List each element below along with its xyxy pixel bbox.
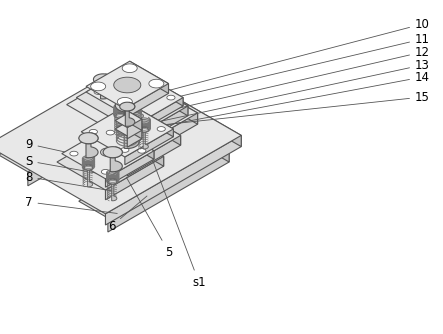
Polygon shape <box>130 67 183 106</box>
Polygon shape <box>135 114 144 118</box>
Polygon shape <box>130 104 173 137</box>
Polygon shape <box>115 98 139 112</box>
Polygon shape <box>105 156 163 200</box>
Polygon shape <box>114 77 141 93</box>
Polygon shape <box>200 131 229 162</box>
Polygon shape <box>127 135 181 176</box>
Polygon shape <box>105 151 154 187</box>
Polygon shape <box>140 98 183 131</box>
Polygon shape <box>115 128 163 166</box>
Polygon shape <box>57 128 163 190</box>
Polygon shape <box>79 108 181 166</box>
Polygon shape <box>79 131 229 218</box>
Text: 14: 14 <box>137 70 430 131</box>
Polygon shape <box>149 79 164 88</box>
Text: 12: 12 <box>130 45 430 119</box>
Polygon shape <box>0 67 241 214</box>
Polygon shape <box>115 121 142 136</box>
Polygon shape <box>140 113 198 158</box>
Polygon shape <box>124 99 139 149</box>
Polygon shape <box>76 69 188 134</box>
Polygon shape <box>125 71 198 124</box>
Polygon shape <box>86 133 98 158</box>
Polygon shape <box>106 130 114 135</box>
Polygon shape <box>120 85 149 116</box>
Polygon shape <box>81 104 173 157</box>
Polygon shape <box>101 148 115 156</box>
Polygon shape <box>110 147 122 172</box>
Polygon shape <box>84 165 93 170</box>
Polygon shape <box>117 98 132 106</box>
Text: 7: 7 <box>25 195 117 213</box>
Polygon shape <box>86 67 183 123</box>
Polygon shape <box>130 112 142 130</box>
Polygon shape <box>101 74 113 99</box>
Polygon shape <box>79 133 98 144</box>
Polygon shape <box>125 84 168 119</box>
Polygon shape <box>115 112 142 128</box>
Polygon shape <box>87 165 93 187</box>
Polygon shape <box>127 91 142 99</box>
Polygon shape <box>110 126 154 159</box>
Polygon shape <box>0 85 149 172</box>
Polygon shape <box>126 71 134 76</box>
Polygon shape <box>120 102 135 111</box>
Polygon shape <box>130 121 142 139</box>
Polygon shape <box>66 71 198 147</box>
Polygon shape <box>127 128 142 147</box>
Polygon shape <box>143 128 148 149</box>
Text: 15: 15 <box>132 91 430 128</box>
Text: S: S <box>25 155 110 175</box>
Polygon shape <box>91 82 106 91</box>
Polygon shape <box>112 179 117 201</box>
Polygon shape <box>138 148 146 153</box>
Polygon shape <box>118 88 137 99</box>
Polygon shape <box>125 88 137 113</box>
Polygon shape <box>132 91 142 120</box>
Text: 5: 5 <box>126 177 172 259</box>
Polygon shape <box>140 106 188 144</box>
Polygon shape <box>121 148 129 152</box>
Polygon shape <box>108 148 229 232</box>
Polygon shape <box>70 151 78 156</box>
Polygon shape <box>89 129 97 134</box>
Polygon shape <box>126 109 134 113</box>
Polygon shape <box>157 127 165 131</box>
Text: 11: 11 <box>130 32 430 108</box>
Polygon shape <box>94 90 102 95</box>
Text: 6: 6 <box>108 196 147 232</box>
Polygon shape <box>105 135 241 225</box>
Polygon shape <box>109 179 117 184</box>
Polygon shape <box>120 126 135 135</box>
Polygon shape <box>127 119 142 139</box>
Polygon shape <box>140 128 148 132</box>
Text: 10: 10 <box>149 17 430 96</box>
Text: 9: 9 <box>25 138 127 166</box>
Polygon shape <box>86 61 168 109</box>
Polygon shape <box>127 91 142 99</box>
Polygon shape <box>116 114 124 118</box>
Text: s1: s1 <box>145 141 206 289</box>
Text: 13: 13 <box>130 58 430 128</box>
Polygon shape <box>28 102 149 186</box>
Polygon shape <box>125 69 188 116</box>
Polygon shape <box>125 129 173 165</box>
Polygon shape <box>122 67 241 147</box>
Polygon shape <box>122 64 137 72</box>
Polygon shape <box>119 114 124 135</box>
Polygon shape <box>93 74 113 85</box>
Polygon shape <box>101 169 109 174</box>
Polygon shape <box>62 126 154 179</box>
Polygon shape <box>130 61 168 94</box>
Text: 8: 8 <box>25 170 113 191</box>
Polygon shape <box>125 102 135 126</box>
Polygon shape <box>103 147 122 158</box>
Polygon shape <box>167 95 175 100</box>
Polygon shape <box>132 108 181 145</box>
